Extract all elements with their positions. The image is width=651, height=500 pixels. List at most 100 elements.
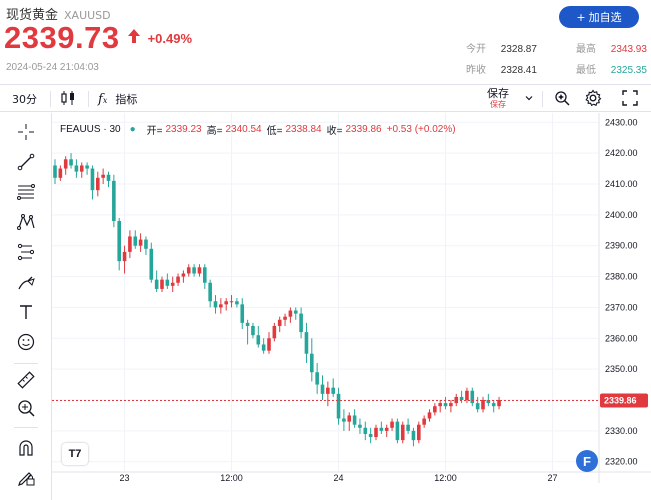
candle-body [149,248,154,280]
brand-f-logo[interactable]: F [576,450,598,472]
candle [390,418,394,431]
candle-body [336,393,341,419]
candle [128,230,132,259]
candle [224,298,228,311]
measure-tool[interactable] [14,371,38,393]
brush-tool[interactable] [14,273,38,295]
sidebar-divider [14,427,38,428]
candle [326,381,330,407]
current-price-tag-text: 2339.86 [604,395,637,405]
sidebar-divider [14,363,38,364]
text-icon [16,302,36,326]
open-value: 2339.23 [165,124,202,135]
candle-body [411,430,416,441]
candle [160,276,164,292]
drawing-toolbar [0,113,52,500]
candle [58,165,63,181]
candle [90,165,95,200]
candle [170,276,175,292]
candle-body [186,267,191,274]
candle-body [122,251,127,262]
candle-body [74,165,79,172]
candle-body [427,412,432,419]
close-label: 收= [326,126,343,137]
magnet-tool[interactable] [14,439,38,461]
low-label: 低= [266,126,283,137]
candle [363,421,368,441]
candle [417,421,421,444]
candle [342,409,346,431]
price-chart[interactable]: 2430.00 2420.00 2410.00 2400.00 2390.00 2380.… [52,113,651,483]
candle-body [117,221,121,262]
stat-prev-close-value: 2328.41 [500,65,537,76]
fullscreen-button[interactable] [622,85,638,113]
candle-body [304,332,309,354]
tradingview-logo[interactable]: T7 [62,443,88,465]
candle-body [245,322,250,326]
candle-body [79,165,84,172]
gear-icon [584,88,602,110]
emoji-tool[interactable] [14,333,38,355]
crosshair-tool[interactable] [14,123,38,145]
interval-button[interactable]: 30分 [12,85,37,113]
candle [459,390,464,404]
fib-tool[interactable] [14,183,38,205]
price-tick-label: 2330.00 [605,426,638,436]
candle [352,409,357,428]
candle [85,162,89,175]
candle-body [63,159,68,169]
candle [235,298,239,308]
crosshair-icon [16,122,36,146]
instrument-name: 现货黄金 [6,8,59,23]
candle [79,162,84,178]
indicators-button[interactable]: fx 指标 [98,85,137,113]
trendline-tool[interactable] [14,153,38,175]
price-tick-label: 2390.00 [605,241,638,251]
indicators-label: 指标 [115,93,138,106]
candle [293,307,298,320]
candle-body [154,279,159,289]
candle-style-button[interactable] [60,85,76,113]
prediction-tool[interactable] [14,243,38,265]
candle-body [197,267,202,274]
candle-body [112,180,116,222]
zoom-tool[interactable] [14,399,38,421]
candle-body [203,267,207,283]
horizontal-lines-icon [16,182,36,206]
chart-toolbar: 30分 fx 指标 保存 保存 [0,84,651,112]
candle [138,233,143,252]
toolbar-divider [542,91,543,107]
lock-drawings-tool[interactable] [14,468,38,490]
current-price-tag: 2339.86 [600,393,648,408]
settings-button[interactable] [584,85,602,113]
stat-low-value: 2325.35 [610,65,647,76]
candle-body [208,282,212,302]
candle-body [272,325,277,339]
time-tick-label: 27 [548,473,558,483]
function-icon: fx [98,91,108,107]
candle-body [235,301,239,305]
candle-body [363,427,368,434]
add-watchlist-button[interactable]: + 加自选 [559,6,639,28]
candle-body [283,316,287,320]
time-axis: 23 12:00 24 12:00 27 [52,471,651,483]
candle-body [85,165,89,169]
pattern-tool[interactable] [14,213,38,235]
candle [395,418,400,444]
candle-series [53,153,501,447]
time-tick-label: 24 [334,473,344,483]
candle-body [224,301,228,305]
candle-body [219,304,223,308]
candle-body [165,279,170,286]
candle [96,171,100,197]
stat-prev-close-label: 昨收 [466,65,486,76]
chevron-down-icon [524,93,534,106]
save-dropdown-button[interactable] [524,85,534,113]
quick-search-button[interactable] [553,85,571,113]
legend-symbol: FEAUUS · 30 [60,124,121,135]
save-button[interactable]: 保存 保存 [482,87,514,110]
candle-body [406,424,410,431]
candle-body [315,372,319,385]
current-price-tag-bg [600,393,648,408]
text-tool[interactable] [14,303,38,325]
